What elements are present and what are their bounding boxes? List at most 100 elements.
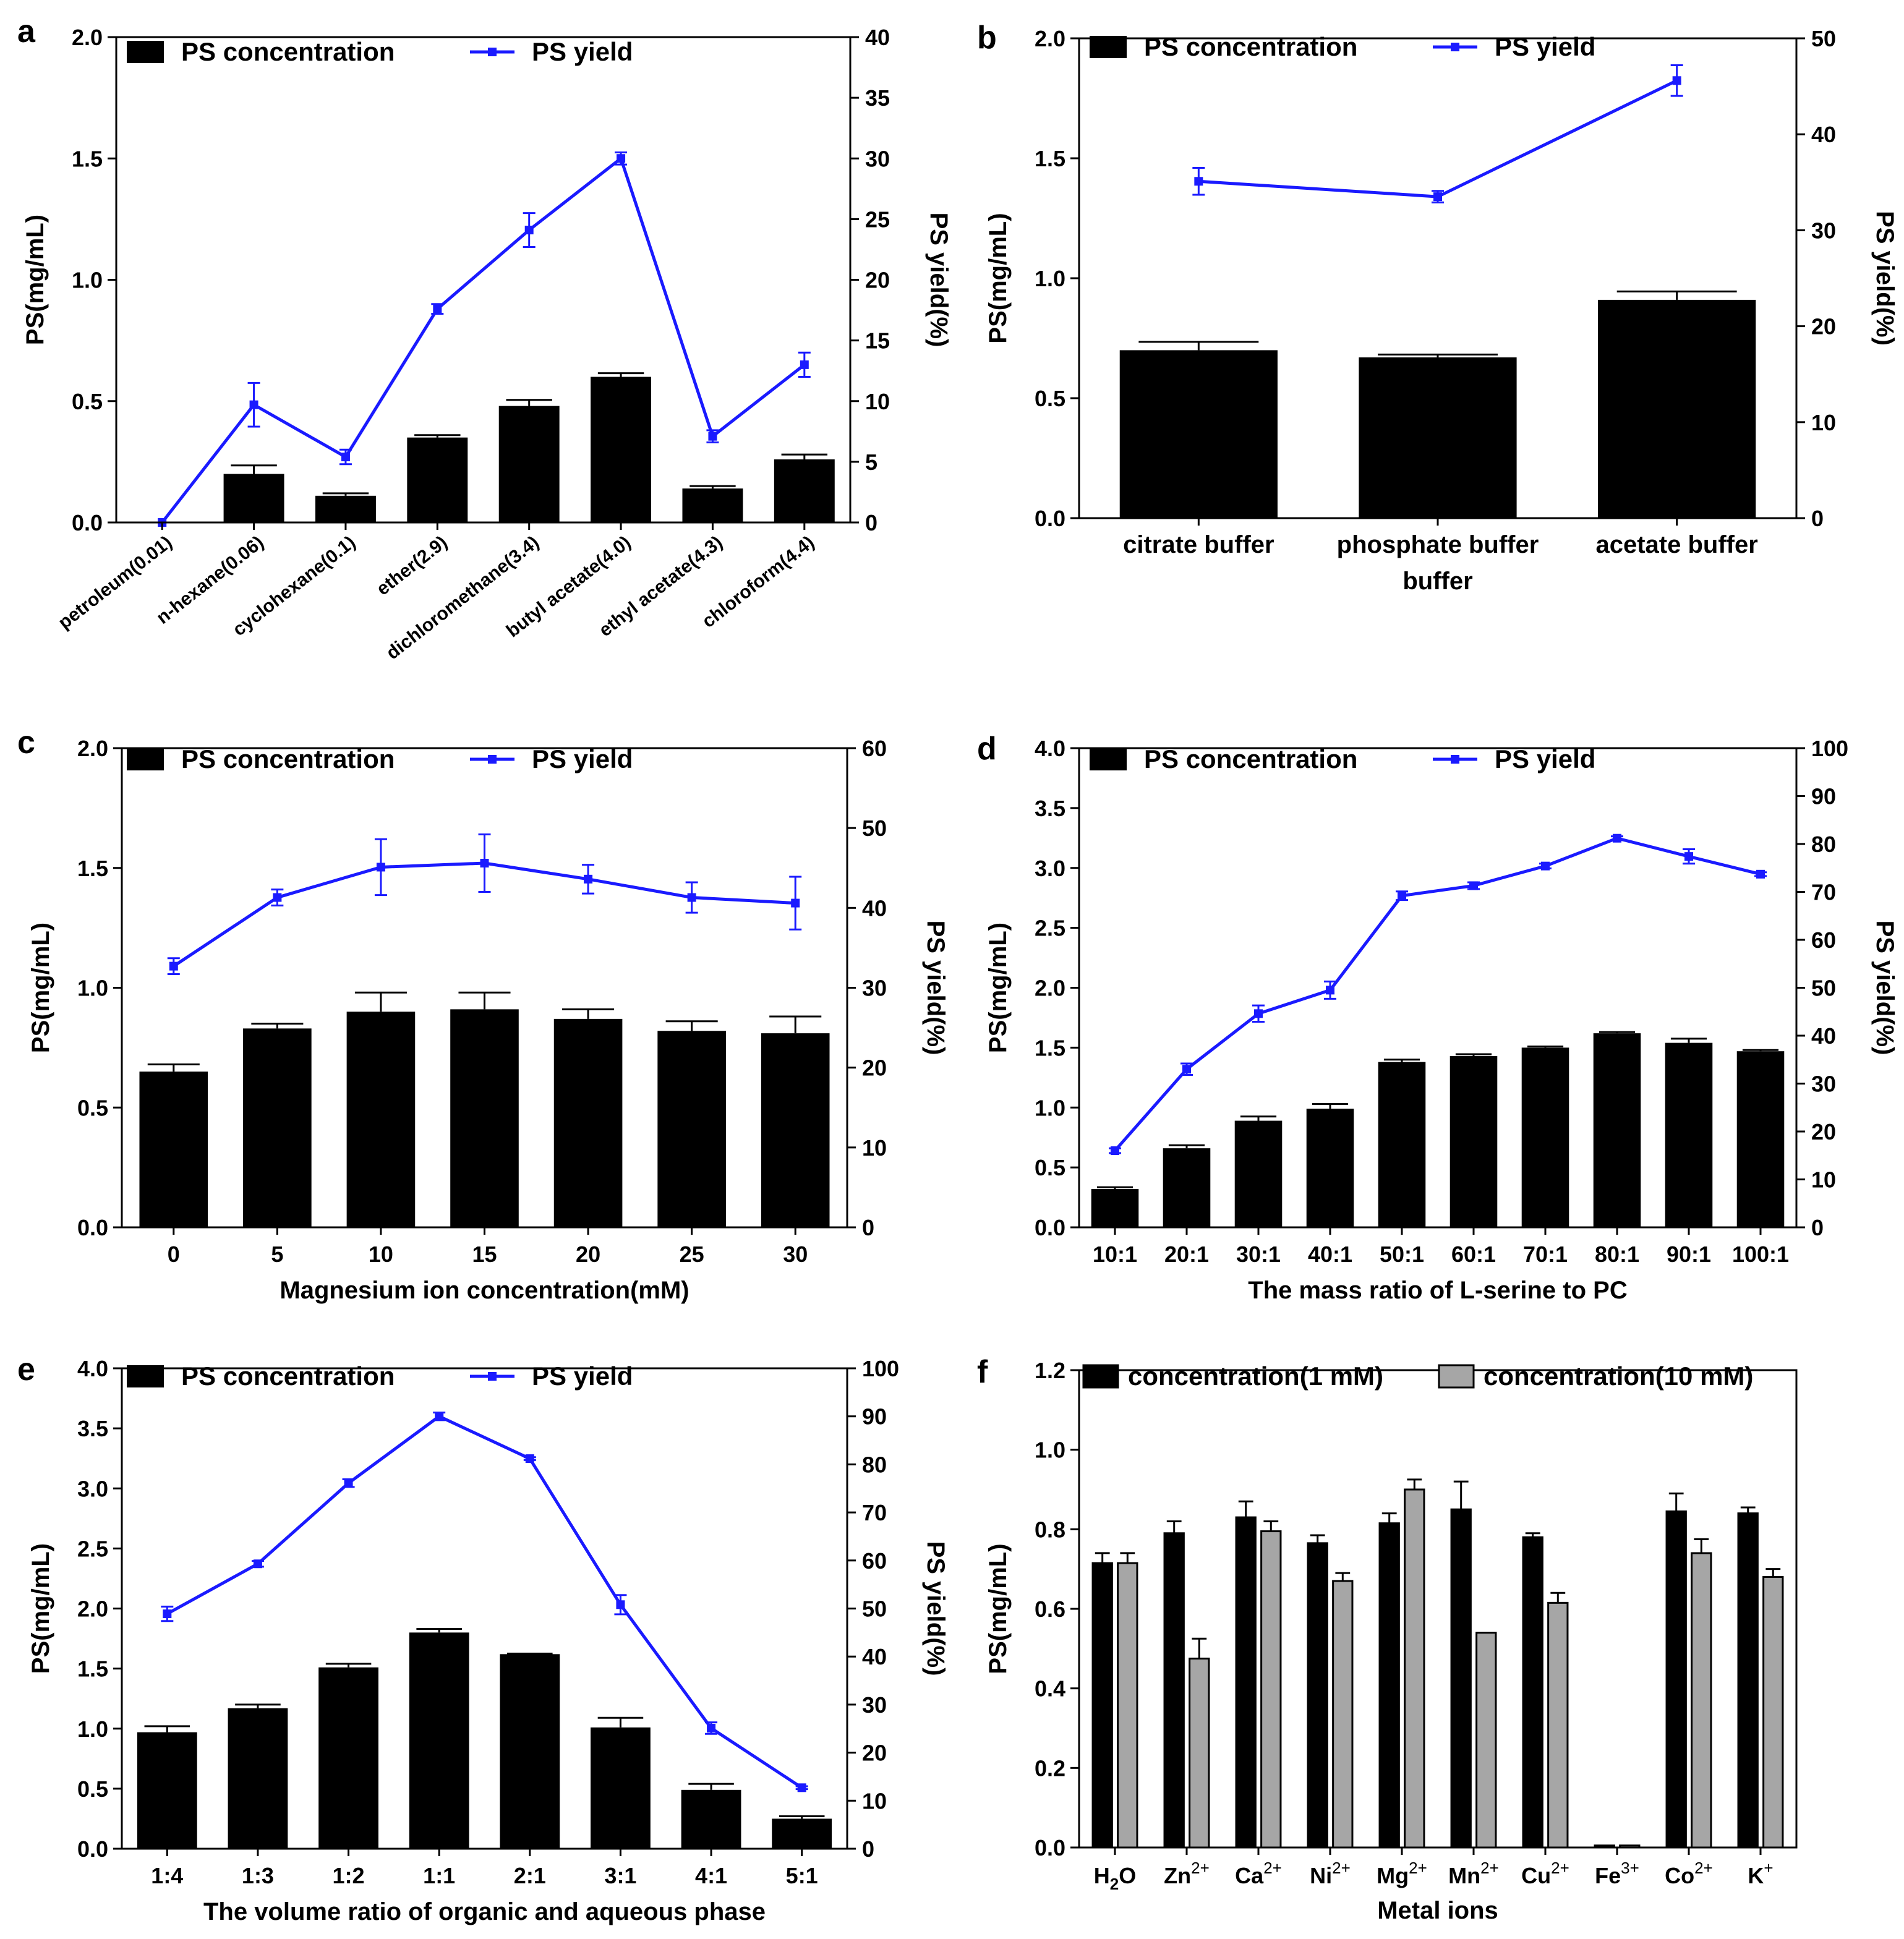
x-axis-label-e: The volume ratio of organic and aqueous … <box>203 1898 766 1925</box>
legend-label-a-1: PS yield <box>532 37 633 66</box>
x-tick-label-d-0: 10:1 <box>1093 1242 1137 1267</box>
y2-tick-label-d-0: 0 <box>1811 1215 1824 1240</box>
bar-d-s0-3 <box>1306 1109 1354 1227</box>
bar-f-s0-9 <box>1737 1512 1759 1849</box>
y2-tick-label-d-7: 70 <box>1811 880 1836 905</box>
x-tick-label-c-2: 10 <box>369 1242 393 1267</box>
y2-tick-label-e-7: 70 <box>862 1500 887 1525</box>
y2-tick-label-c-4: 40 <box>862 895 887 921</box>
y-axis-label-d: PS(mg/mL) <box>984 923 1012 1053</box>
y2-tick-label-e-1: 10 <box>862 1788 887 1813</box>
bar-d-s0-4 <box>1378 1062 1426 1227</box>
y2-tick-label-d-4: 40 <box>1811 1023 1836 1049</box>
yield-line-e <box>166 1414 803 1789</box>
x-tick-label-f-8: Co2+ <box>1665 1859 1713 1888</box>
y-tick-label-a-4: 2.0 <box>72 25 103 50</box>
yield-line-d <box>1114 837 1761 1152</box>
y-tick-label-f-0: 0.0 <box>1035 1835 1065 1860</box>
x-tick-label-d-9: 100:1 <box>1732 1242 1789 1267</box>
y-tick-label-b-3: 1.5 <box>1035 146 1065 171</box>
y-tick-label-e-6: 3.0 <box>77 1476 108 1501</box>
x-tick-label-d-6: 70:1 <box>1523 1242 1568 1267</box>
y-tick-label-f-4: 0.8 <box>1035 1517 1065 1542</box>
bar-a-s0-3 <box>407 437 468 522</box>
bar-d-s0-2 <box>1234 1120 1283 1227</box>
panel-letter-d: d <box>977 731 997 767</box>
legend-label-c-1: PS yield <box>532 744 633 773</box>
bar-f-s0-5 <box>1450 1508 1472 1849</box>
yield-point-a-6 <box>708 432 717 441</box>
x-tick-label-d-3: 40:1 <box>1308 1242 1352 1267</box>
x-tick-label-a-3: ether(2.9) <box>373 532 451 600</box>
x-tick-label-e-1: 1:3 <box>242 1863 274 1888</box>
y2-axis-label-e: PS yield(%) <box>922 1541 949 1676</box>
y2-tick-label-e-0: 0 <box>862 1836 874 1862</box>
yield-point-e-1 <box>253 1559 262 1569</box>
bar-c-s0-6 <box>761 1033 830 1227</box>
bar-c-s0-4 <box>553 1018 623 1227</box>
yield-point-d-6 <box>1541 861 1550 871</box>
bar-c-s0-2 <box>346 1012 416 1227</box>
y-tick-label-c-2: 1.0 <box>77 976 108 1001</box>
x-tick-label-f-4: Mg2+ <box>1377 1859 1427 1888</box>
y-tick-label-e-1: 0.5 <box>77 1776 108 1802</box>
yield-point-d-8 <box>1684 852 1693 861</box>
y-tick-label-c-1: 0.5 <box>77 1095 108 1120</box>
x-tick-label-d-5: 60:1 <box>1451 1242 1496 1267</box>
yield-point-e-0 <box>163 1609 172 1619</box>
yield-point-c-2 <box>376 863 385 872</box>
y2-tick-label-d-3: 30 <box>1811 1072 1836 1097</box>
y2-tick-label-c-5: 50 <box>862 816 887 841</box>
y2-tick-label-a-7: 35 <box>865 85 890 111</box>
bar-f-s0-3 <box>1307 1542 1328 1849</box>
x-tick-label-c-3: 15 <box>472 1242 497 1267</box>
legend-label-b-1: PS yield <box>1495 32 1595 61</box>
y2-tick-label-c-3: 30 <box>862 976 887 1001</box>
yield-line-b <box>1198 79 1678 198</box>
bar-b-s0-2 <box>1598 299 1756 518</box>
panel-letter-a: a <box>17 14 36 49</box>
y2-tick-label-a-3: 15 <box>865 328 890 354</box>
panel-letter-e: e <box>17 1352 35 1387</box>
y2-tick-label-a-8: 40 <box>865 25 890 50</box>
legend-swatch-d-bar <box>1090 748 1127 770</box>
y-tick-label-d-3: 1.5 <box>1035 1035 1065 1060</box>
legend-swatch-a-bar <box>127 41 164 63</box>
legend-label-f-1: concentration(10 mM) <box>1483 1362 1753 1391</box>
yield-point-a-2 <box>341 453 350 462</box>
bar-c-s0-5 <box>657 1031 726 1227</box>
y-tick-label-f-2: 0.4 <box>1035 1676 1065 1702</box>
legend-marker-d <box>1451 755 1459 764</box>
bar-e-s0-2 <box>318 1667 378 1849</box>
y-axis-label-a: PS(mg/mL) <box>22 215 49 345</box>
bar-d-s0-8 <box>1665 1042 1713 1227</box>
plot-frame-a <box>115 36 852 524</box>
y-tick-label-d-0: 0.0 <box>1035 1215 1065 1240</box>
yield-point-a-4 <box>524 226 534 235</box>
y-tick-label-e-2: 1.0 <box>77 1716 108 1742</box>
x-axis-label-d: The mass ratio of L-serine to PC <box>1248 1277 1627 1304</box>
panel-e: e 0.0 0.5 1.0 1.5 2.0 2.5 3.0 3.5 4.0 0 10 20 30 40 50 6… <box>17 1352 949 1925</box>
y-tick-label-f-5: 1.0 <box>1035 1438 1065 1463</box>
x-tick-label-c-5: 25 <box>680 1242 704 1267</box>
x-axis-label-b: buffer <box>1402 568 1472 595</box>
bar-d-s0-6 <box>1521 1047 1569 1227</box>
bar-c-s0-1 <box>243 1028 312 1227</box>
y-tick-label-f-6: 1.2 <box>1035 1358 1065 1383</box>
y2-tick-label-e-9: 90 <box>862 1404 887 1430</box>
y2-tick-label-b-2: 20 <box>1811 314 1836 339</box>
y2-tick-label-c-0: 0 <box>862 1215 874 1240</box>
yield-point-c-0 <box>169 961 178 971</box>
legend-label-d-1: PS yield <box>1495 744 1595 773</box>
y2-tick-label-c-6: 60 <box>862 736 887 761</box>
yield-point-c-6 <box>791 898 800 908</box>
y-tick-label-e-8: 4.0 <box>77 1356 108 1381</box>
x-tick-label-d-7: 80:1 <box>1595 1242 1639 1267</box>
y-tick-label-f-1: 0.2 <box>1035 1755 1065 1781</box>
y-tick-label-e-5: 2.5 <box>77 1536 108 1561</box>
y2-axis-label-c: PS yield(%) <box>922 921 949 1055</box>
y2-tick-label-e-8: 80 <box>862 1452 887 1477</box>
y2-tick-label-e-6: 60 <box>862 1548 887 1574</box>
yield-point-d-4 <box>1398 891 1406 900</box>
x-tick-label-c-6: 30 <box>783 1242 808 1267</box>
